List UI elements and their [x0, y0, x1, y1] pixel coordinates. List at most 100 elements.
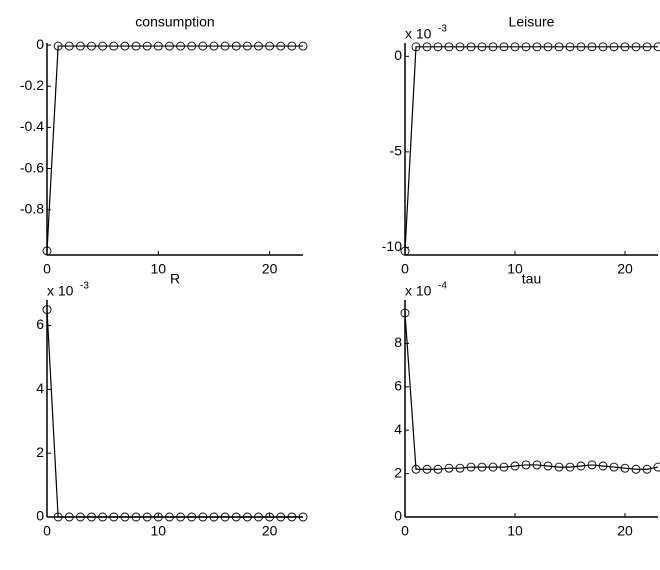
y-tick-label: 0: [394, 508, 402, 524]
marker: [64, 512, 74, 522]
marker: [276, 41, 286, 51]
chart-title: R: [170, 271, 180, 287]
marker: [209, 512, 219, 522]
y-scale-exp: -3: [80, 281, 89, 292]
marker: [87, 41, 96, 51]
marker: [287, 512, 297, 522]
marker: [187, 512, 197, 522]
x-tick-label: 10: [151, 261, 167, 277]
marker: [153, 512, 163, 522]
marker: [242, 512, 252, 522]
marker: [642, 464, 652, 474]
marker: [198, 41, 208, 51]
marker: [53, 41, 63, 51]
marker: [653, 42, 660, 52]
series-line: [404, 46, 658, 252]
chart-title: tau: [522, 271, 541, 287]
marker: [411, 42, 421, 52]
y-tick-label: 8: [394, 334, 402, 350]
y-tick-label: 0: [36, 508, 44, 524]
marker: [164, 512, 174, 522]
marker: [198, 512, 208, 522]
marker: [576, 42, 586, 52]
marker: [242, 41, 252, 51]
marker: [42, 246, 52, 256]
y-tick-label: -0.6: [20, 159, 44, 175]
y-tick-label: -0.8: [20, 200, 44, 216]
marker: [587, 42, 597, 52]
y-tick-label: -0.4: [20, 118, 44, 134]
y-scale-base: x 10: [47, 283, 74, 299]
x-tick-label: 10: [507, 261, 523, 277]
marker: [231, 41, 241, 51]
marker: [554, 42, 564, 52]
marker: [620, 42, 630, 52]
x-tick-label: 20: [262, 261, 278, 277]
x-tick-label: 20: [262, 523, 278, 539]
x-tick-label: 10: [151, 523, 167, 539]
marker: [488, 42, 498, 52]
x-tick-label: 20: [617, 261, 633, 277]
y-tick-label: -10: [382, 238, 402, 254]
marker: [477, 462, 487, 472]
y-scale-exp: -4: [438, 281, 447, 292]
marker: [153, 41, 163, 51]
y-tick-label: 4: [394, 421, 402, 437]
marker: [576, 461, 586, 471]
marker: [131, 41, 141, 51]
marker: [532, 460, 542, 470]
marker: [433, 42, 443, 52]
marker: [565, 462, 575, 472]
y-tick-label: 6: [36, 316, 44, 332]
marker: [120, 512, 130, 522]
marker: [109, 41, 119, 51]
x-tick-label: 0: [401, 261, 409, 277]
marker: [220, 41, 230, 51]
marker: [231, 512, 241, 522]
marker: [164, 41, 174, 51]
marker: [543, 42, 553, 52]
series-line: [46, 309, 303, 518]
marker: [176, 41, 186, 51]
y-tick-label: 0: [36, 36, 44, 52]
marker: [298, 512, 308, 522]
y-tick-label: 2: [36, 444, 44, 460]
marker: [400, 246, 410, 256]
x-tick-label: 0: [43, 523, 51, 539]
marker: [109, 512, 119, 522]
marker: [422, 464, 432, 474]
marker: [265, 41, 275, 51]
y-tick-label: -0.2: [20, 77, 44, 93]
y-tick-label: 6: [394, 378, 402, 394]
marker: [75, 41, 85, 51]
chart-title: Leisure: [509, 14, 555, 30]
marker: [510, 461, 520, 471]
marker: [609, 42, 619, 52]
marker: [75, 512, 85, 522]
y-tick-label: 4: [36, 380, 44, 396]
y-tick-label: 2: [394, 464, 402, 480]
marker: [521, 460, 531, 470]
marker: [64, 41, 74, 51]
marker: [620, 463, 630, 473]
y-scale-base: x 10: [405, 26, 432, 42]
marker: [254, 41, 263, 51]
marker: [411, 464, 421, 474]
marker: [521, 42, 531, 52]
marker: [42, 305, 52, 315]
y-tick-label: 0: [394, 47, 402, 63]
x-tick-label: 20: [617, 523, 633, 539]
marker: [488, 462, 498, 472]
marker: [287, 41, 297, 51]
marker: [433, 464, 443, 474]
marker: [609, 462, 619, 472]
marker: [265, 512, 275, 522]
x-tick-label: 0: [43, 261, 51, 277]
series-line: [46, 45, 303, 251]
marker: [466, 462, 476, 472]
marker: [631, 464, 641, 474]
marker: [455, 463, 465, 473]
marker: [187, 41, 197, 51]
marker: [532, 42, 542, 52]
